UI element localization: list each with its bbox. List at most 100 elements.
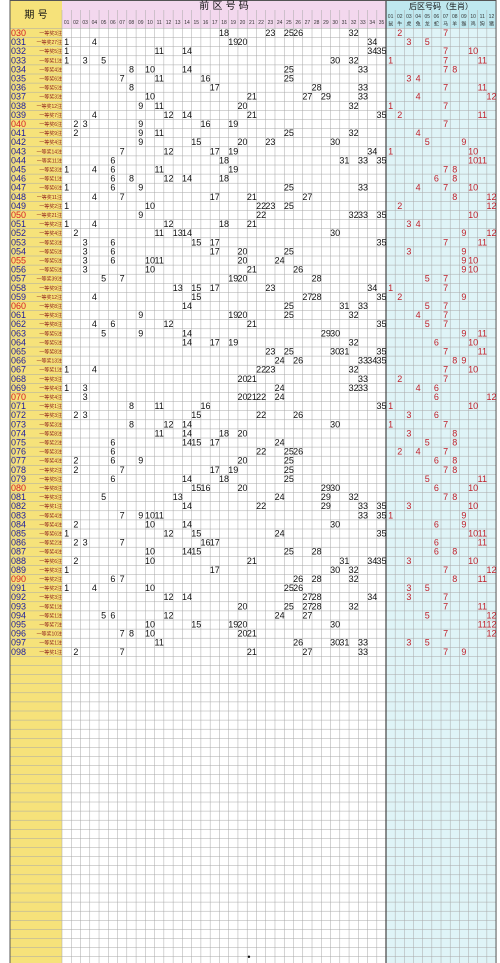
prize-note: 一等奖8注 [39, 485, 62, 492]
front-number: 35 [376, 292, 386, 302]
table-row: 079 一等奖5注 6 14 18 25 5 11 [11, 474, 487, 484]
back-number: 4 [416, 447, 421, 457]
front-number: 13 [173, 228, 183, 238]
issue-number: 040 [11, 119, 26, 129]
back-number: 8 [452, 192, 457, 202]
back-number: 7 [443, 55, 448, 65]
front-number: 33 [358, 64, 368, 74]
issue-column-header: 期 号 [24, 9, 47, 21]
back-number: 7 [443, 310, 448, 320]
front-number: 26 [293, 356, 303, 366]
prize-note: 一等奖5注 [39, 339, 62, 346]
table-row: 098 一等奖1注 2 7 21 27 33 7 9 [11, 647, 466, 657]
prize-note: 一等奖2注 [39, 576, 62, 583]
prize-note: 一等奖3注 [39, 167, 62, 174]
front-number: 2 [73, 228, 78, 238]
prize-note: 一等奖4注 [39, 385, 62, 392]
back-number: 9 [461, 256, 466, 266]
issue-number: 037 [11, 92, 26, 102]
front-number: 1 [64, 201, 69, 211]
table-row: 048 一等奖11注 4 7 17 21 27 8 12 [11, 192, 496, 202]
issue-number: 088 [11, 556, 26, 566]
table-row: 092 一等奖3注 12 14 27 28 34 3 7 [11, 592, 448, 602]
table-row: 044 一等奖11注 6 18 31 33 35 10 11 [11, 155, 487, 165]
front-number: 7 [120, 510, 125, 520]
front-number: 16 [201, 119, 211, 129]
front-number: 30 [330, 519, 340, 529]
front-number: 12 [163, 319, 173, 329]
front-number: 27 [302, 610, 312, 620]
front-col-header: 03 [82, 20, 88, 26]
front-number: 1 [64, 583, 69, 593]
back-number: 10 [468, 556, 478, 566]
back-number: 1 [388, 55, 393, 65]
front-number: 25 [284, 465, 294, 475]
table-row: 095 一等奖7注 10 15 19 20 30 11 12 [11, 620, 496, 630]
footer-dot: • [247, 952, 250, 962]
back-number: 7 [443, 46, 448, 56]
front-number: 19 [228, 119, 238, 129]
prize-note: 一等奖6注 [39, 185, 62, 192]
prize-note: 一等奖1注 [39, 612, 62, 619]
table-row: 069 一等奖4注 1 3 24 32 33 4 6 [11, 383, 439, 393]
front-number: 10 [145, 629, 155, 639]
back-number: 3 [406, 410, 411, 420]
prize-note: 一等奖5注 [39, 330, 62, 337]
issue-number: 094 [11, 610, 26, 620]
front-number: 24 [275, 256, 285, 266]
prize-note: 一等奖39注 [36, 276, 62, 283]
front-number: 9 [138, 137, 143, 147]
front-number: 23 [265, 365, 275, 375]
zodiac-label: 鸡 [471, 21, 476, 28]
front-number: 5 [101, 610, 106, 620]
front-number: 32 [349, 128, 359, 138]
front-col-header: 35 [379, 20, 385, 26]
back-number: 7 [443, 565, 448, 575]
prize-note: 一等奖2注 [39, 203, 62, 210]
front-number: 15 [191, 620, 201, 630]
front-number: 1 [64, 46, 69, 56]
front-number: 28 [312, 601, 322, 611]
back-number: 10 [468, 265, 478, 275]
front-number: 35 [376, 401, 386, 411]
front-col-header: 06 [110, 20, 116, 26]
front-col-header: 05 [101, 20, 107, 26]
prize-note: 一等奖13注 [36, 358, 62, 365]
front-number: 15 [191, 483, 201, 493]
issue-number: 071 [11, 401, 26, 411]
front-number: 14 [182, 337, 192, 347]
back-number: 7 [443, 601, 448, 611]
front-number: 26 [293, 28, 303, 38]
zodiac-label: 狗 [480, 21, 485, 28]
front-number: 24 [275, 438, 285, 448]
back-number: 1 [388, 419, 393, 429]
issue-number: 095 [11, 620, 26, 630]
back-number: 9 [461, 647, 466, 657]
front-number: 5 [101, 328, 106, 338]
front-number: 4 [92, 319, 97, 329]
back-number: 7 [443, 83, 448, 93]
back-number: 7 [443, 629, 448, 639]
table-row: 088 一等奖6注 2 10 21 31 34 35 3 10 [11, 556, 478, 566]
issue-number: 033 [11, 55, 26, 65]
front-number: 31 [339, 556, 349, 566]
back-number: 1 [388, 101, 393, 111]
issue-number: 074 [11, 428, 26, 438]
front-number: 7 [120, 629, 125, 639]
zodiac-label: 羊 [452, 21, 457, 28]
front-number: 22 [256, 501, 266, 511]
issue-number: 091 [11, 583, 26, 593]
prize-note: 一等奖4注 [39, 230, 62, 237]
front-number: 26 [293, 583, 303, 593]
back-col-header: 12 [489, 14, 495, 20]
front-number: 30 [330, 620, 340, 630]
front-number: 28 [312, 547, 322, 557]
table-row: 061 一等奖3注 9 19 20 25 32 4 7 [11, 310, 448, 320]
front-number: 22 [256, 210, 266, 220]
front-number: 15 [191, 410, 201, 420]
front-number: 18 [219, 155, 229, 165]
front-number: 10 [145, 583, 155, 593]
prize-note: 一等奖1注 [39, 640, 62, 647]
front-number: 27 [302, 192, 312, 202]
